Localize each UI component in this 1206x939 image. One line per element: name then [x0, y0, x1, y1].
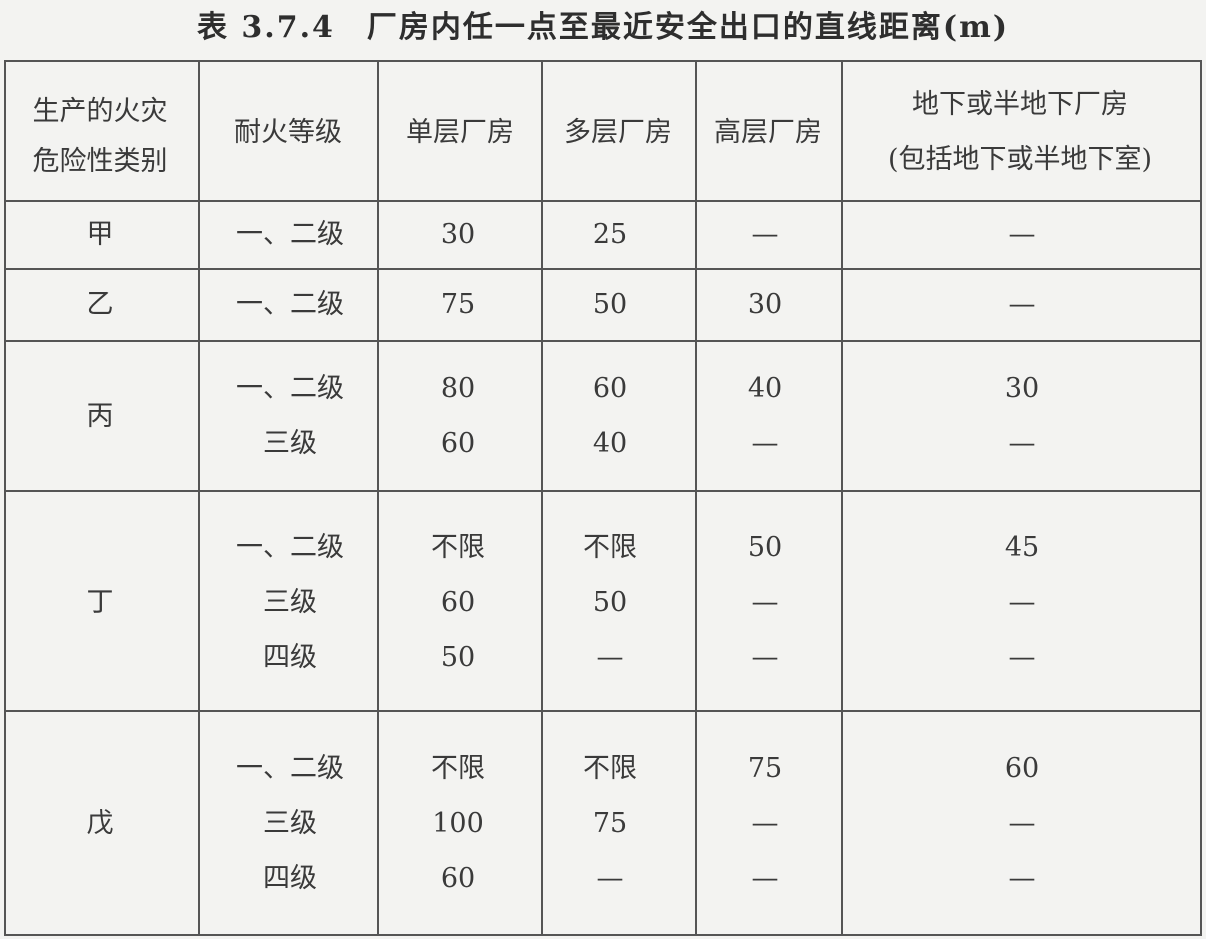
fire-rating-cell: 一、二级 — [236, 753, 344, 784]
multi-storey-cell: 25 — [592, 219, 628, 250]
underground-cell: — — [1008, 428, 1036, 459]
fire-rating-cell: 三级 — [263, 428, 317, 459]
single-storey-cell: 60 — [440, 863, 476, 894]
table-title: 表 3.7.4 厂房内任一点至最近安全出口的直线距离(m) — [196, 10, 1010, 45]
fire-rating-cell: 三级 — [263, 808, 317, 839]
single-storey-cell: 100 — [432, 808, 484, 839]
fire-rating-cell: 四级 — [263, 863, 317, 894]
single-storey-cell: 不限 — [431, 532, 485, 563]
fire-rating-cell: 三级 — [263, 587, 317, 618]
fire-rating-cell: 一、二级 — [236, 532, 344, 563]
high-rise-cell: 75 — [747, 753, 783, 784]
header-underground-line2: (包括地下或半地下室) — [887, 144, 1153, 175]
multi-storey-cell: 不限 — [583, 753, 637, 784]
fire-rating-cell: 四级 — [263, 642, 317, 673]
underground-cell: — — [1008, 289, 1036, 320]
header-category-line2: 危险性类别 — [32, 146, 168, 177]
horizontal-rule — [4, 200, 1202, 202]
high-rise-cell: — — [751, 642, 779, 673]
horizontal-rule — [4, 60, 1202, 62]
category-cell: 甲 — [86, 219, 114, 250]
vertical-rule — [541, 60, 543, 936]
single-storey-cell: 30 — [440, 219, 476, 250]
multi-storey-cell: 60 — [592, 373, 628, 404]
multi-storey-cell: — — [596, 642, 624, 673]
underground-cell: — — [1008, 863, 1036, 894]
multi-storey-cell: 不限 — [583, 532, 637, 563]
fire-rating-cell: 一、二级 — [236, 289, 344, 320]
vertical-rule — [841, 60, 843, 936]
underground-cell: — — [1008, 587, 1036, 618]
single-storey-cell: 不限 — [431, 753, 485, 784]
vertical-rule — [1200, 60, 1202, 936]
single-storey-cell: 80 — [440, 373, 476, 404]
vertical-rule — [377, 60, 379, 936]
header-underground-line1: 地下或半地下厂房 — [912, 89, 1128, 120]
high-rise-cell: — — [751, 219, 779, 250]
single-storey-cell: 50 — [440, 642, 476, 673]
horizontal-rule — [4, 490, 1202, 492]
multi-storey-cell: 40 — [592, 428, 628, 459]
high-rise-cell: — — [751, 428, 779, 459]
vertical-rule — [695, 60, 697, 936]
category-cell: 戊 — [86, 808, 114, 839]
underground-cell: 30 — [1004, 373, 1040, 404]
header-high-rise: 高层厂房 — [714, 117, 822, 148]
category-cell: 乙 — [86, 289, 114, 320]
underground-cell: 45 — [1004, 532, 1040, 563]
fire-rating-cell: 一、二级 — [236, 373, 344, 404]
horizontal-rule — [4, 710, 1202, 712]
header-category-line1: 生产的火灾 — [32, 96, 168, 127]
category-cell: 丙 — [86, 401, 114, 432]
underground-cell: 60 — [1004, 753, 1040, 784]
multi-storey-cell: 50 — [592, 289, 628, 320]
header-single-storey: 单层厂房 — [406, 117, 514, 148]
horizontal-rule — [4, 268, 1202, 270]
category-cell: 丁 — [86, 587, 114, 618]
high-rise-cell: 40 — [747, 373, 783, 404]
underground-cell: — — [1008, 808, 1036, 839]
single-storey-cell: 60 — [440, 428, 476, 459]
horizontal-rule — [4, 934, 1202, 936]
single-storey-cell: 75 — [440, 289, 476, 320]
high-rise-cell: — — [751, 808, 779, 839]
high-rise-cell: 50 — [747, 532, 783, 563]
single-storey-cell: 60 — [440, 587, 476, 618]
high-rise-cell: 30 — [747, 289, 783, 320]
multi-storey-cell: 50 — [592, 587, 628, 618]
underground-cell: — — [1008, 219, 1036, 250]
high-rise-cell: — — [751, 587, 779, 618]
header-fire-rating: 耐火等级 — [234, 117, 342, 148]
horizontal-rule — [4, 340, 1202, 342]
multi-storey-cell: 75 — [592, 808, 628, 839]
header-multi-storey: 多层厂房 — [564, 117, 672, 148]
high-rise-cell: — — [751, 863, 779, 894]
vertical-rule — [4, 60, 6, 936]
vertical-rule — [198, 60, 200, 936]
fire-rating-cell: 一、二级 — [236, 219, 344, 250]
multi-storey-cell: — — [596, 863, 624, 894]
underground-cell: — — [1008, 642, 1036, 673]
